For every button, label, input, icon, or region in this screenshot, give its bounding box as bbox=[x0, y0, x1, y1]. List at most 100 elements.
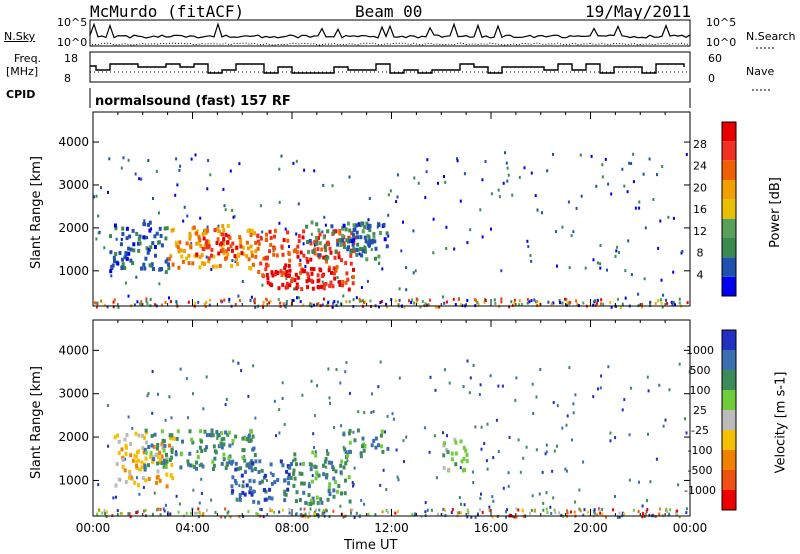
velocity-echo-cell bbox=[252, 499, 256, 504]
velocity-scatter-point bbox=[351, 481, 354, 484]
velocity-echo-cell bbox=[298, 471, 302, 476]
velocity-scatter-point bbox=[468, 391, 471, 395]
velocity-echo-cell bbox=[241, 436, 245, 441]
x-tick-label: 00:00 bbox=[673, 521, 708, 535]
velocity-ground-point bbox=[623, 512, 625, 516]
velocity-scatter-point bbox=[138, 492, 141, 496]
velocity-scatter-point bbox=[616, 515, 619, 519]
velocity-echo-cell bbox=[131, 458, 135, 463]
velocity-scatter-point bbox=[397, 478, 400, 482]
power-echo-cell bbox=[307, 274, 311, 279]
power-ground-point bbox=[460, 302, 463, 306]
power-scatter-point bbox=[662, 293, 665, 297]
power-scatter-point bbox=[168, 296, 170, 300]
velocity-echo-cell bbox=[244, 436, 248, 441]
power-colorbar-cell bbox=[722, 141, 736, 161]
power-echo-cell bbox=[197, 241, 201, 246]
velocity-echo-cell bbox=[343, 491, 347, 496]
power-ground-point bbox=[336, 300, 339, 304]
power-echo-cell bbox=[344, 261, 348, 266]
velocity-scatter-point bbox=[535, 448, 538, 452]
power-ground-point bbox=[535, 300, 537, 304]
power-echo-cell bbox=[170, 228, 174, 233]
velocity-echo-cell bbox=[285, 469, 289, 474]
power-scatter-point bbox=[395, 200, 398, 204]
velocity-echo-cell bbox=[220, 461, 224, 466]
power-echo-cell bbox=[207, 244, 211, 249]
velocity-ground-point bbox=[515, 507, 518, 511]
velocity-ground-point bbox=[103, 509, 106, 512]
power-scatter-point bbox=[115, 237, 118, 241]
power-echo-cell bbox=[176, 245, 180, 250]
velocity-ground-point bbox=[167, 512, 170, 516]
velocity-scatter-point bbox=[153, 491, 156, 495]
power-colorbar-tick: 16 bbox=[693, 203, 707, 216]
velocity-ground-point bbox=[313, 512, 316, 516]
power-ground-point bbox=[234, 302, 237, 306]
velocity-ground-point bbox=[637, 510, 640, 513]
power-scatter-point bbox=[122, 156, 125, 160]
power-echo-cell bbox=[353, 227, 357, 232]
velocity-ground-point bbox=[358, 513, 361, 517]
power-echo-cell bbox=[361, 221, 365, 226]
power-scatter-point bbox=[672, 270, 675, 274]
power-scatter-point bbox=[624, 269, 627, 273]
velocity-echo-cell bbox=[335, 489, 339, 494]
power-echo-cell bbox=[352, 249, 356, 254]
velocity-colorbar-cell bbox=[722, 490, 736, 510]
power-scatter-point bbox=[120, 237, 123, 241]
power-scatter-point bbox=[295, 232, 298, 236]
velocity-ground-point bbox=[260, 508, 263, 512]
velocity-scatter-point bbox=[655, 457, 658, 461]
power-echo-cell bbox=[338, 231, 342, 236]
velocity-ground-point bbox=[119, 511, 122, 515]
power-echo-cell bbox=[185, 241, 189, 246]
power-echo-cell bbox=[317, 228, 321, 233]
velocity-scatter-point bbox=[448, 381, 451, 385]
velocity-scatter-point bbox=[592, 395, 595, 399]
velocity-scatter-point bbox=[535, 395, 538, 399]
power-ground-point bbox=[415, 297, 418, 301]
power-ground-point bbox=[610, 305, 613, 309]
velocity-echo-cell bbox=[150, 434, 154, 438]
power-echo-cell bbox=[280, 244, 284, 249]
power-ground-point bbox=[175, 300, 178, 304]
power-echo-cell bbox=[288, 258, 292, 263]
power-echo-cell bbox=[297, 234, 301, 239]
velocity-echo-cell bbox=[205, 445, 208, 450]
velocity-scatter-point bbox=[355, 511, 358, 515]
velocity-echo-cell bbox=[113, 435, 117, 440]
power-echo-cell bbox=[365, 221, 369, 226]
power-scatter-point bbox=[385, 302, 388, 306]
power-ground-point bbox=[282, 302, 285, 306]
velocity-ground-point bbox=[202, 513, 204, 517]
power-scatter-point bbox=[632, 152, 635, 156]
velocity-echo-cell bbox=[213, 456, 217, 461]
power-echo-cell bbox=[249, 233, 253, 237]
power-echo-cell bbox=[256, 234, 260, 239]
velocity-echo-cell bbox=[163, 443, 167, 448]
power-echo-cell bbox=[259, 261, 263, 266]
velocity-ground-point bbox=[351, 508, 354, 512]
velocity-scatter-point bbox=[552, 401, 555, 404]
power-ground-point bbox=[221, 300, 224, 304]
velocity-scatter-point bbox=[485, 459, 488, 463]
power-ground-point bbox=[415, 300, 418, 304]
velocity-echo-cell bbox=[158, 478, 162, 483]
power-scatter-point bbox=[596, 298, 599, 302]
power-ground-point bbox=[277, 298, 280, 301]
velocity-scatter-point bbox=[483, 442, 486, 445]
velocity-echo-cell bbox=[156, 469, 160, 474]
nave-label: Nave bbox=[746, 65, 775, 78]
power-echo-cell bbox=[227, 247, 230, 252]
velocity-scatter-point bbox=[146, 394, 149, 398]
power-echo-cell bbox=[273, 228, 277, 233]
power-echo-cell bbox=[180, 254, 184, 259]
velocity-colorbar-cell bbox=[722, 450, 736, 470]
power-echo-cell bbox=[264, 262, 268, 267]
velocity-scatter-point bbox=[593, 511, 596, 515]
power-ground-point bbox=[528, 300, 531, 304]
power-ground-point bbox=[678, 297, 681, 301]
power-echo-cell bbox=[159, 233, 163, 238]
velocity-ground-point bbox=[414, 512, 416, 516]
